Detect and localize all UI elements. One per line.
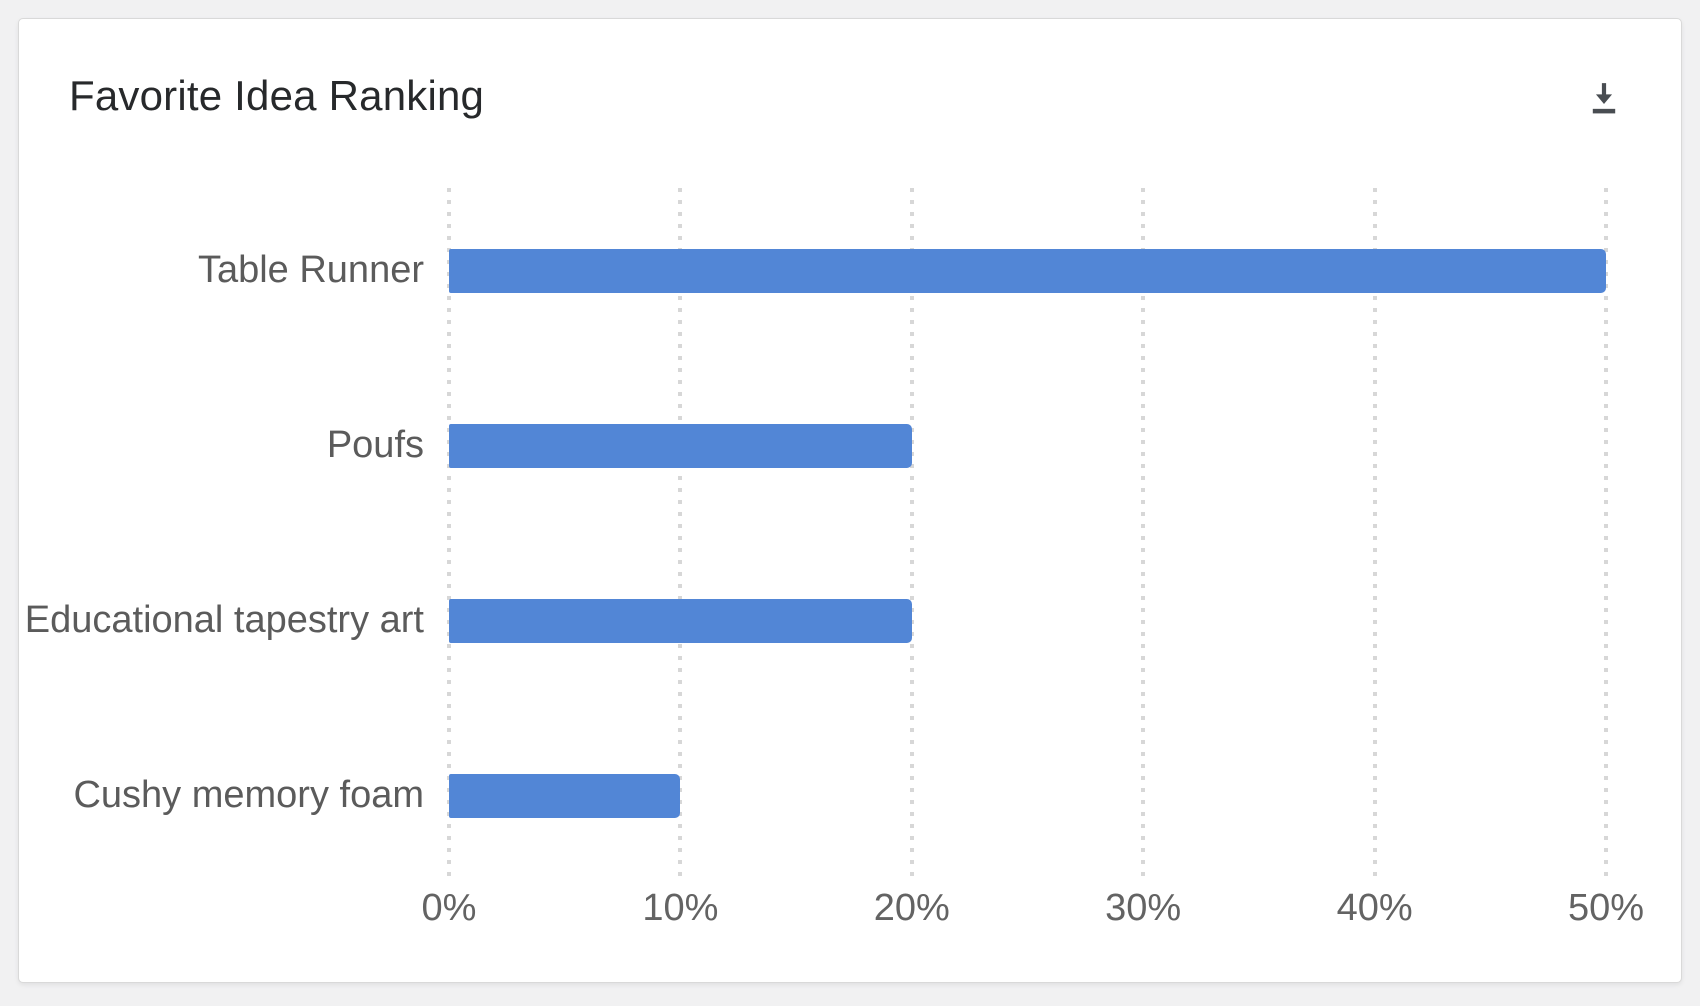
- card-header: Favorite Idea Ranking: [19, 19, 1681, 159]
- label-row: Poufs: [19, 358, 424, 533]
- bar: [449, 773, 681, 818]
- label-row: Table Runner: [19, 183, 424, 358]
- gridline: [1141, 188, 1146, 879]
- bar-row: [449, 358, 1606, 533]
- bar-chart: Table Runner Poufs Educational tapestry ar…: [19, 183, 1644, 929]
- download-button[interactable]: [1581, 75, 1627, 121]
- category-label: Educational tapestry art: [24, 599, 424, 641]
- bar: [449, 248, 1606, 293]
- gridline: [1372, 188, 1377, 879]
- gridline: [678, 188, 683, 879]
- category-label: Cushy memory foam: [73, 774, 424, 816]
- bar-row: [449, 183, 1606, 358]
- x-tick-label: 30%: [1105, 887, 1182, 929]
- x-tick-label: 20%: [873, 887, 950, 929]
- x-tick-label: 50%: [1567, 887, 1645, 929]
- download-icon: [1583, 77, 1625, 119]
- label-row: Educational tapestry art: [19, 533, 424, 708]
- category-label: Table Runner: [197, 249, 424, 291]
- chart-title: Favorite Idea Ranking: [69, 72, 485, 119]
- gridline: [1604, 188, 1608, 879]
- plot-area: [447, 183, 1608, 883]
- gridline: [909, 188, 914, 879]
- gridline: [447, 188, 451, 879]
- bar: [449, 598, 912, 643]
- bar: [449, 423, 912, 468]
- x-tick-label: 0%: [421, 887, 477, 929]
- x-tick-label: 40%: [1336, 887, 1413, 929]
- bar-row: [449, 708, 1606, 883]
- x-axis: 0% 10% 20% 30% 40% 50%: [422, 883, 1644, 933]
- bar-row: [449, 533, 1606, 708]
- label-row: Cushy memory foam: [19, 708, 424, 883]
- category-label: Poufs: [326, 424, 424, 466]
- category-labels: Table Runner Poufs Educational tapestry ar…: [19, 183, 424, 883]
- chart-card: Favorite Idea Ranking Table Runner Poufs E…: [18, 18, 1682, 983]
- x-tick-label: 10%: [642, 887, 719, 929]
